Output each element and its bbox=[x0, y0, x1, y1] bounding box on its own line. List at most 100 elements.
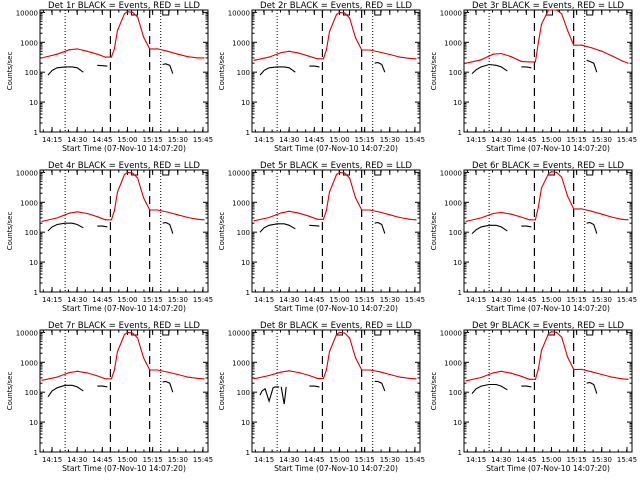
y-tick-label: 10000 bbox=[228, 169, 250, 177]
lld-data-point bbox=[308, 55, 310, 57]
x-tick-label: 15:00 bbox=[117, 456, 137, 464]
lld-data-point bbox=[280, 371, 282, 373]
panel-2: Det 2r BLACK = Events, RED = LLD 1 10 100 10… bbox=[218, 1, 425, 153]
lld-data-point bbox=[343, 12, 346, 14]
lld-data-point bbox=[601, 213, 603, 215]
y-tick-label: 10000 bbox=[440, 329, 462, 337]
x-tick-label: 15:15 bbox=[567, 456, 587, 464]
events-series-line bbox=[162, 380, 174, 393]
lld-data-point bbox=[627, 378, 629, 380]
panel-title: Det 8r BLACK = Events, RED = LLD bbox=[260, 321, 412, 331]
lld-series-line bbox=[41, 331, 205, 381]
lld-data-point bbox=[389, 53, 391, 56]
events-series-line bbox=[471, 63, 508, 75]
top-marker bbox=[374, 169, 382, 176]
y-tick-label: 1 bbox=[458, 289, 462, 297]
lld-data-point bbox=[369, 49, 371, 51]
lld-data-point bbox=[409, 218, 411, 220]
lld-data-point bbox=[343, 172, 346, 174]
lld-data-point bbox=[379, 211, 381, 213]
x-tick-label: 15:30 bbox=[592, 296, 612, 304]
lld-data-point bbox=[325, 209, 328, 212]
lld-data-point bbox=[197, 377, 199, 379]
y-tick-label: 100 bbox=[25, 69, 38, 77]
y-tick-label: 100 bbox=[449, 229, 462, 237]
x-tick-label: 14:15 bbox=[254, 136, 274, 144]
lld-data-point bbox=[465, 62, 467, 64]
lld-data-point bbox=[322, 58, 325, 60]
lld-data-point bbox=[560, 13, 563, 15]
lld-data-point bbox=[123, 333, 126, 336]
events-series-line bbox=[521, 66, 532, 69]
lld-data-point bbox=[308, 374, 310, 377]
lld-data-point bbox=[399, 216, 401, 219]
lld-data-point bbox=[534, 378, 537, 380]
lld-data-point bbox=[113, 48, 116, 50]
lld-data-point bbox=[298, 372, 300, 374]
lld-data-point bbox=[253, 59, 255, 61]
x-axis-label: Start Time (07-Nov-10 14:07:20) bbox=[486, 304, 610, 313]
lld-data-point bbox=[76, 211, 78, 213]
events-series-line bbox=[374, 61, 386, 73]
lld-data-point bbox=[41, 379, 43, 381]
lld-data-point bbox=[68, 212, 70, 214]
y-tick-label: 10 bbox=[241, 419, 250, 427]
lld-data-point bbox=[177, 214, 179, 216]
lld-data-point bbox=[157, 48, 159, 50]
lld-data-point bbox=[56, 217, 58, 219]
x-tick-label: 15:45 bbox=[617, 136, 637, 144]
x-axis-label: Start Time (07-Nov-10 14:07:20) bbox=[486, 144, 610, 153]
lld-data-point bbox=[268, 56, 270, 58]
lld-data-point bbox=[510, 213, 512, 215]
x-tick-label: 14:45 bbox=[304, 296, 324, 304]
lld-data-point bbox=[510, 56, 512, 58]
x-tick-label: 15:45 bbox=[405, 296, 425, 304]
y-tick-label: 10 bbox=[241, 259, 250, 267]
lld-data-point bbox=[197, 57, 199, 59]
events-series-line bbox=[586, 381, 598, 394]
x-tick-label: 14:45 bbox=[92, 456, 112, 464]
events-series-line bbox=[162, 63, 174, 74]
lld-data-point bbox=[369, 369, 371, 371]
x-tick-label: 15:15 bbox=[355, 456, 375, 464]
x-tick-label: 15:00 bbox=[329, 296, 349, 304]
y-axis-label: Counts/sec bbox=[6, 52, 14, 91]
lld-data-point bbox=[560, 336, 563, 338]
lld-data-point bbox=[389, 214, 391, 216]
x-tick-label: 14:30 bbox=[491, 456, 511, 464]
lld-data-point bbox=[415, 378, 417, 380]
y-tick-label: 10000 bbox=[16, 169, 38, 177]
y-tick-label: 1 bbox=[246, 289, 250, 297]
lld-data-point bbox=[131, 172, 134, 174]
panel-title: Det 2r BLACK = Events, RED = LLD bbox=[260, 1, 412, 11]
lld-data-point bbox=[68, 49, 70, 51]
lld-data-point bbox=[143, 357, 145, 359]
lld-data-point bbox=[520, 375, 522, 377]
events-series-line bbox=[374, 221, 386, 234]
lld-data-point bbox=[581, 208, 583, 210]
x-tick-label: 15:15 bbox=[143, 136, 163, 144]
lld-data-point bbox=[116, 191, 119, 193]
lld-data-point bbox=[621, 218, 623, 220]
lld-data-point bbox=[550, 331, 553, 333]
lld-data-point bbox=[110, 219, 113, 221]
lld-data-point bbox=[149, 48, 151, 50]
y-axis-label: Counts/sec bbox=[6, 212, 14, 251]
lld-data-point bbox=[157, 369, 159, 371]
lld-data-point bbox=[131, 11, 134, 13]
y-tick-label: 1 bbox=[34, 289, 38, 297]
x-tick-label: 15:45 bbox=[405, 136, 425, 144]
lld-data-point bbox=[581, 368, 583, 370]
lld-data-point bbox=[540, 23, 543, 25]
x-tick-label: 15:00 bbox=[117, 136, 137, 144]
y-tick-label: 100 bbox=[449, 389, 462, 397]
lld-series-line bbox=[41, 11, 204, 59]
lld-data-point bbox=[143, 197, 145, 199]
lld-data-point bbox=[280, 212, 282, 214]
lld-data-point bbox=[126, 171, 129, 173]
lld-data-point bbox=[547, 333, 550, 335]
top-marker bbox=[374, 9, 382, 16]
lld-data-point bbox=[56, 376, 58, 378]
lld-series-line bbox=[465, 9, 629, 64]
lld-data-point bbox=[601, 50, 603, 52]
